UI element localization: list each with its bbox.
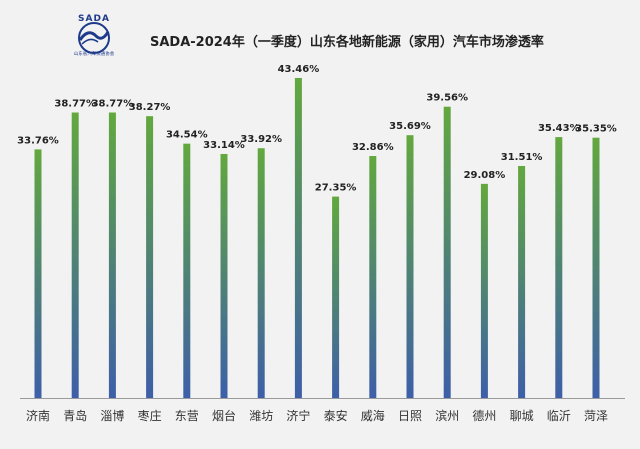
x-tick-label: 淄博	[100, 408, 124, 423]
bar-济宁	[294, 77, 302, 398]
x-tick-label: 菏泽	[584, 409, 608, 423]
bar-日照	[406, 135, 414, 398]
x-tick-label: 烟台	[212, 408, 236, 423]
data-label: 38.77%	[54, 99, 96, 110]
data-label: 29.08%	[464, 170, 506, 181]
bar-青岛	[71, 112, 79, 399]
data-label: 33.92%	[240, 134, 282, 145]
x-tick-label: 聊城	[510, 409, 534, 423]
x-tick-label: 日照	[398, 409, 422, 423]
logo-text: SADA	[78, 14, 110, 24]
bar-威海	[369, 156, 377, 398]
data-labels-group: 33.76%38.77%38.77%38.27%34.54%33.14%33.9…	[17, 64, 617, 194]
bar-东营	[183, 143, 191, 398]
bar-德州	[480, 183, 488, 398]
sada-logo-icon	[78, 22, 110, 54]
logo-subtext: 山东省汽车流通协会	[73, 52, 115, 57]
bar-临沂	[555, 137, 563, 398]
bar-菏泽	[592, 137, 600, 399]
x-tick-label: 滨州	[435, 408, 459, 423]
data-label: 34.54%	[166, 130, 208, 141]
x-tick-label: 德州	[472, 408, 496, 423]
data-label: 38.77%	[92, 99, 134, 110]
bar-泰安	[332, 196, 340, 398]
data-label: 33.76%	[17, 135, 59, 146]
data-label: 35.35%	[575, 124, 617, 135]
bar-烟台	[220, 153, 228, 398]
bar-淄博	[108, 112, 116, 399]
data-label: 39.56%	[426, 93, 468, 104]
data-label: 27.35%	[315, 183, 357, 194]
data-label: 35.69%	[389, 121, 431, 132]
chart-title: SADA-2024年（一季度）山东各地新能源（家用）汽车市场渗透率	[150, 35, 544, 50]
bar-潍坊	[257, 148, 265, 398]
x-tick-label: 青岛	[63, 408, 87, 423]
data-label: 35.43%	[538, 123, 580, 134]
x-tick-label: 济南	[26, 408, 50, 423]
bar-聊城	[518, 165, 526, 398]
x-tick-label: 泰安	[324, 408, 348, 423]
x-tick-label: 枣庄	[138, 408, 162, 423]
bar-济南	[34, 149, 42, 398]
sada-logo: SADA 山东省汽车流通协会	[68, 14, 120, 60]
bar-滨州	[443, 106, 451, 398]
bars-group	[34, 77, 600, 399]
x-tick-label: 临沂	[547, 409, 571, 423]
x-tick-labels-group: 济南 青岛 淄博 枣庄 东营 烟台 潍坊 济宁 泰安 威海 日照 滨州 德州 聊城 临沂 菏泽	[26, 408, 608, 423]
x-tick-label: 威海	[361, 408, 385, 423]
data-label: 43.46%	[278, 64, 320, 75]
x-tick-label: 潍坊	[249, 408, 273, 423]
data-label: 32.86%	[352, 142, 394, 153]
data-label: 38.27%	[129, 102, 171, 113]
data-label: 33.14%	[203, 140, 245, 151]
bar-枣庄	[146, 116, 154, 398]
x-tick-label: 东营	[175, 409, 199, 423]
data-label: 31.51%	[501, 152, 543, 163]
x-tick-label: 济宁	[286, 408, 310, 423]
